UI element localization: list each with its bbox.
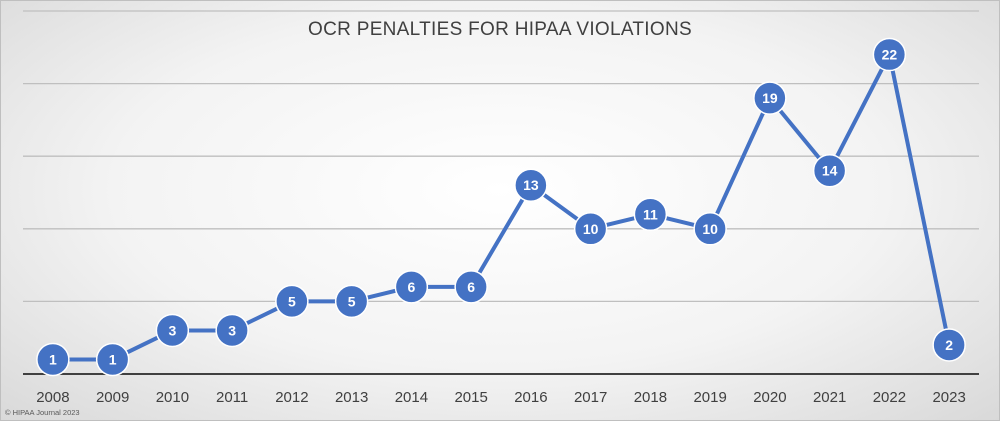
data-label: 6	[407, 279, 415, 295]
data-label: 1	[109, 351, 117, 367]
data-point-marker	[872, 37, 907, 72]
data-point-marker	[514, 168, 548, 202]
data-label: 2	[945, 337, 953, 353]
x-tick-label: 2015	[454, 389, 487, 406]
x-tick-label: 2020	[753, 389, 786, 406]
x-tick-label: 2023	[932, 389, 965, 406]
data-point-marker	[812, 153, 847, 188]
data-label: 13	[523, 177, 539, 193]
data-point-marker	[633, 197, 668, 232]
data-point-marker	[932, 328, 966, 362]
x-tick-label: 2009	[96, 389, 129, 406]
chart-title: OCR PENALTIES FOR HIPAA VIOLATIONS	[308, 19, 692, 40]
data-point-marker	[753, 81, 787, 115]
x-tick-label: 2021	[813, 389, 846, 406]
data-label: 1	[49, 351, 57, 367]
data-point-marker	[95, 342, 130, 377]
data-label: 3	[168, 322, 176, 338]
x-tick-label: 2017	[574, 389, 607, 406]
data-point-marker	[454, 270, 488, 304]
data-label: 22	[882, 47, 898, 63]
x-tick-label: 2022	[873, 389, 906, 406]
data-label: 11	[643, 206, 658, 222]
x-tick-label: 2013	[335, 389, 368, 406]
x-tick-label: 2014	[395, 389, 428, 406]
data-label: 5	[348, 293, 356, 309]
x-tick-label: 2011	[216, 389, 248, 406]
data-label: 10	[583, 221, 599, 237]
data-point-marker	[693, 212, 727, 246]
data-point-marker	[394, 270, 429, 304]
data-point-marker	[334, 284, 369, 319]
data-point-marker	[155, 313, 190, 348]
x-tick-label: 2016	[514, 389, 547, 406]
x-tick-label: 2019	[693, 389, 726, 406]
x-tick-label: 2012	[275, 389, 308, 406]
x-tick-label: 2008	[36, 389, 69, 406]
data-label: 5	[288, 293, 296, 309]
data-label: 6	[467, 279, 475, 295]
data-point-marker	[215, 313, 249, 348]
copyright-credit: © HIPAA Journal 2023	[5, 408, 80, 417]
data-label: 14	[822, 163, 838, 179]
data-label: 10	[702, 221, 718, 237]
series-line	[52, 52, 952, 362]
data-point-marker	[573, 212, 608, 246]
data-point-marker	[275, 284, 309, 319]
data-label: 19	[762, 90, 778, 106]
data-label: 3	[228, 322, 236, 338]
x-tick-label: 2018	[634, 389, 667, 406]
x-tick-label: 2010	[156, 389, 189, 406]
data-point-marker	[36, 342, 70, 377]
